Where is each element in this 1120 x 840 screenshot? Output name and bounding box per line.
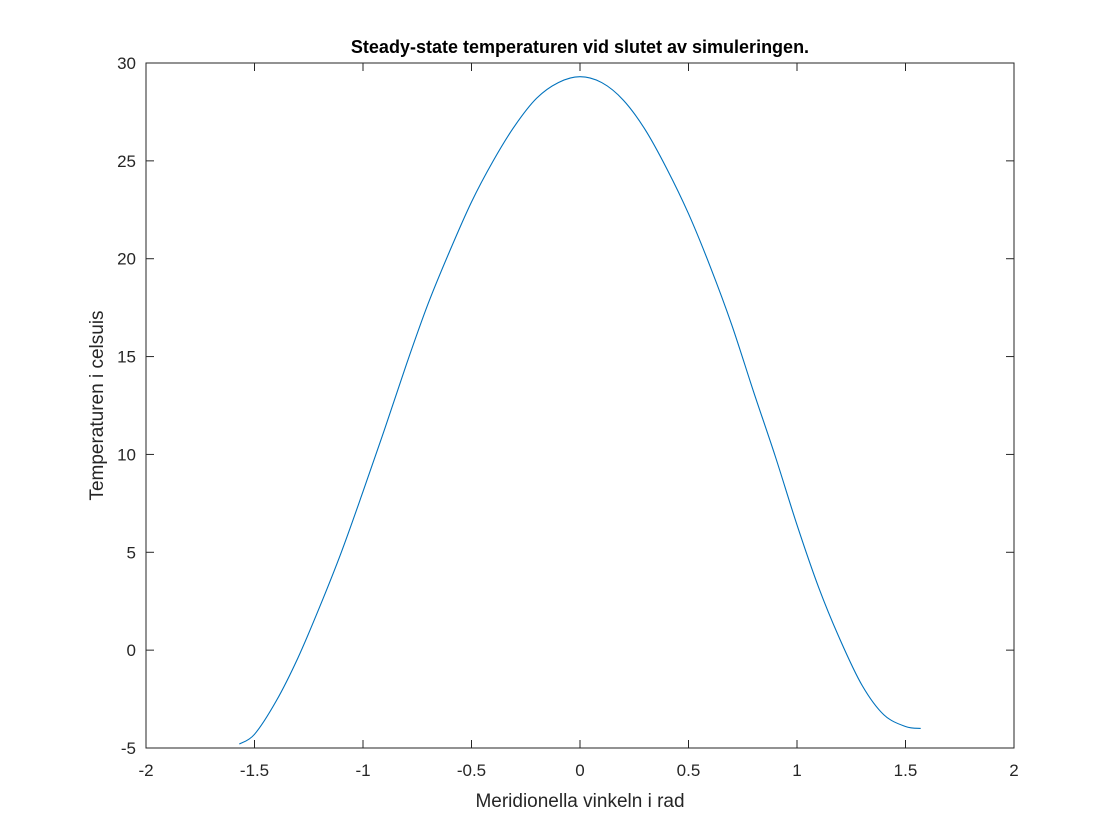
x-tick-label: -1 — [355, 761, 370, 780]
x-tick-label: 1.5 — [894, 761, 918, 780]
x-tick-label: 2 — [1009, 761, 1018, 780]
x-tick-label: -1.5 — [240, 761, 269, 780]
chart-title: Steady-state temperaturen vid slutet av … — [351, 37, 809, 57]
y-axis-ticks: -5 0 5 10 15 20 25 30 — [117, 54, 1014, 758]
y-tick-label: 15 — [117, 348, 136, 367]
x-tick-label: 0 — [575, 761, 584, 780]
y-tick-label: 5 — [127, 543, 136, 562]
y-tick-label: 20 — [117, 250, 136, 269]
x-tick-label: -0.5 — [457, 761, 486, 780]
x-tick-label: 1 — [792, 761, 801, 780]
y-tick-label: -5 — [121, 739, 136, 758]
y-tick-label: 10 — [117, 445, 136, 464]
y-tick-label: 25 — [117, 152, 136, 171]
axes-box — [145, 62, 1015, 749]
y-tick-label: 0 — [127, 641, 136, 660]
x-tick-label: -2 — [138, 761, 153, 780]
x-axis-ticks: -2 -1.5 -1 -0.5 0 0.5 1 1.5 2 — [138, 63, 1019, 780]
x-tick-label: 0.5 — [677, 761, 701, 780]
y-axis-label: Temperaturen i celsuis — [87, 310, 108, 500]
plot-area — [146, 63, 1014, 748]
y-tick-label: 30 — [117, 54, 136, 73]
series-layer — [239, 76, 921, 745]
x-axis-label: Meridionella vinkeln i rad — [475, 791, 684, 812]
temperature-series-line — [239, 76, 921, 745]
